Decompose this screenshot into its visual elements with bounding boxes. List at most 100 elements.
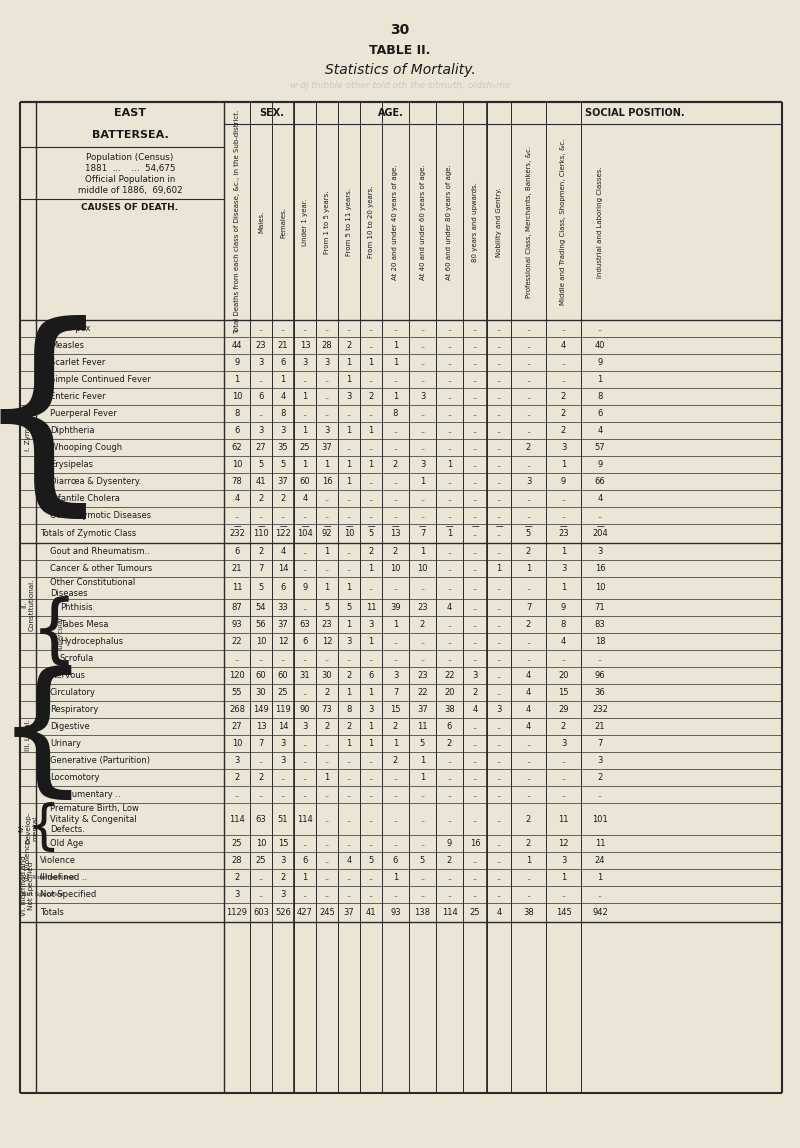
Text: ..: ..: [302, 757, 308, 765]
Text: ..: ..: [447, 814, 452, 823]
Text: ..: ..: [496, 790, 502, 799]
Text: Not Specified: Not Specified: [22, 892, 64, 897]
Text: 1: 1: [346, 426, 352, 435]
Text: 3: 3: [346, 637, 352, 646]
Text: ..: ..: [472, 546, 478, 556]
Text: 37: 37: [417, 705, 428, 714]
Text: ..: ..: [258, 511, 264, 520]
Text: ..: ..: [472, 341, 478, 350]
Text: 8: 8: [561, 620, 566, 629]
Text: ..: ..: [496, 739, 502, 748]
Text: 427: 427: [297, 908, 313, 917]
Text: ..: ..: [472, 620, 478, 629]
Text: 8: 8: [393, 409, 398, 418]
Text: 38: 38: [444, 705, 455, 714]
Text: 2: 2: [420, 620, 425, 629]
Text: VI. Illdefined and
Not Specified: VI. Illdefined and Not Specified: [22, 855, 34, 916]
Text: 73: 73: [322, 705, 332, 714]
Text: —: —: [495, 522, 503, 532]
Text: 10: 10: [594, 583, 606, 592]
Text: 1: 1: [420, 757, 425, 765]
Text: ..: ..: [368, 757, 374, 765]
Text: ..: ..: [393, 773, 398, 782]
Text: Industrial and Laboring Classes.: Industrial and Laboring Classes.: [597, 166, 603, 278]
Text: ..: ..: [496, 773, 502, 782]
Text: —: —: [418, 522, 426, 532]
Text: ..: ..: [346, 324, 352, 333]
Text: ..: ..: [302, 564, 308, 573]
Text: Gout and Rheumatism..: Gout and Rheumatism..: [50, 546, 150, 556]
Text: 1: 1: [280, 375, 286, 383]
Text: ..: ..: [496, 443, 502, 452]
Text: ..: ..: [472, 409, 478, 418]
Text: 10: 10: [256, 637, 266, 646]
Text: 56: 56: [256, 620, 266, 629]
Text: ..: ..: [368, 511, 374, 520]
Text: 1: 1: [346, 620, 352, 629]
Text: 3: 3: [496, 705, 502, 714]
Text: ..: ..: [393, 511, 398, 520]
Text: ..: ..: [447, 478, 452, 486]
Text: 39: 39: [390, 603, 401, 612]
Text: ..: ..: [234, 324, 240, 333]
Text: 24: 24: [594, 856, 606, 864]
Text: Diphtheria: Diphtheria: [50, 426, 94, 435]
Text: ..: ..: [324, 654, 330, 664]
Text: 114: 114: [229, 814, 245, 823]
Text: ..: ..: [526, 494, 531, 503]
Text: 110: 110: [253, 529, 269, 538]
Text: ..: ..: [561, 494, 566, 503]
Text: ..: ..: [393, 324, 398, 333]
Text: 14: 14: [278, 722, 288, 731]
Text: ..: ..: [368, 654, 374, 664]
Text: 3: 3: [258, 426, 264, 435]
Text: ..: ..: [447, 620, 452, 629]
Text: Enteric Fever: Enteric Fever: [50, 391, 106, 401]
Text: 60: 60: [278, 670, 288, 680]
Text: 20: 20: [558, 670, 569, 680]
Text: 3: 3: [561, 443, 566, 452]
Text: ..: ..: [447, 324, 452, 333]
Text: 2: 2: [447, 739, 452, 748]
Text: 6: 6: [598, 409, 602, 418]
Text: 41: 41: [366, 908, 376, 917]
Text: ..: ..: [420, 358, 425, 367]
Text: 30: 30: [322, 670, 332, 680]
Text: 15: 15: [278, 839, 288, 848]
Text: 3: 3: [346, 391, 352, 401]
Text: ..: ..: [324, 839, 330, 848]
Text: 526: 526: [275, 908, 291, 917]
Text: EAST: EAST: [114, 108, 146, 118]
Text: ..: ..: [526, 773, 531, 782]
Text: ..: ..: [496, 511, 502, 520]
Text: Generative (Parturition): Generative (Parturition): [50, 757, 150, 765]
Text: 4: 4: [234, 494, 240, 503]
Text: 30: 30: [256, 688, 266, 697]
Text: ..: ..: [472, 790, 478, 799]
Text: Middle and Trading Class, Shopmen, Clerks, &c.: Middle and Trading Class, Shopmen, Clerk…: [561, 139, 566, 305]
Text: Statistics of Mortality.: Statistics of Mortality.: [325, 63, 475, 77]
Text: Digestive: Digestive: [50, 722, 90, 731]
Text: ..: ..: [472, 856, 478, 864]
Text: 1: 1: [561, 872, 566, 882]
Text: ..: ..: [447, 409, 452, 418]
Text: ..: ..: [302, 839, 308, 848]
Text: —: —: [560, 522, 567, 532]
Text: 2: 2: [393, 757, 398, 765]
Text: ..: ..: [346, 494, 352, 503]
Text: SOCIAL POSITION.: SOCIAL POSITION.: [585, 108, 684, 118]
Text: ..: ..: [393, 814, 398, 823]
Text: TABLE II.: TABLE II.: [370, 45, 430, 57]
Text: Diarrœa & Dysentery.: Diarrœa & Dysentery.: [50, 478, 142, 486]
Text: 5: 5: [258, 583, 264, 592]
Text: —: —: [392, 522, 399, 532]
Text: 3: 3: [393, 670, 398, 680]
Text: ..: ..: [393, 375, 398, 383]
Text: ..: ..: [393, 494, 398, 503]
Text: ..: ..: [258, 872, 264, 882]
Text: 15: 15: [558, 688, 569, 697]
Text: 2: 2: [346, 722, 352, 731]
Text: ..: ..: [324, 564, 330, 573]
Text: ..: ..: [280, 790, 286, 799]
Text: ..: ..: [302, 324, 308, 333]
